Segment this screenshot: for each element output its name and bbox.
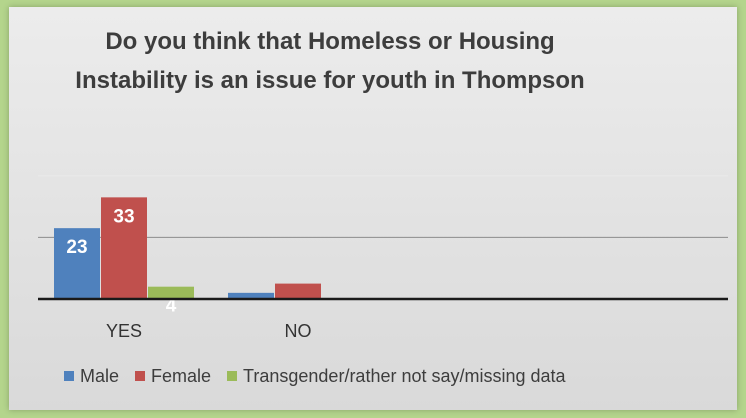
bar-no-male — [228, 292, 274, 299]
legend-swatch — [227, 371, 238, 381]
bar-yes-female — [101, 197, 147, 299]
legend-label: Transgender/rather not say/missing data — [243, 365, 566, 386]
legend-item: Transgender/rather not say/missing data — [227, 366, 566, 387]
bar-no-female — [275, 283, 321, 299]
legend-item: Male — [64, 366, 119, 387]
data-label: 23 — [66, 237, 87, 258]
bar-yes-transgender — [148, 286, 194, 299]
legend-item: Female — [135, 366, 211, 387]
legend-label: Female — [151, 365, 212, 386]
category-label-no: NO — [285, 321, 312, 341]
legend-swatch — [64, 371, 74, 381]
bar-yes-male — [54, 228, 100, 299]
chart-title: Do you think that Homeless or Housing In… — [75, 28, 585, 94]
chart-legend: Male Female Transgender/rather not say/mis… — [64, 364, 566, 388]
category-label-yes: YES — [106, 321, 142, 341]
data-label: 33 — [113, 206, 134, 227]
legend-label: Male — [80, 365, 120, 386]
legend-swatch — [135, 371, 146, 381]
data-label: 4 — [166, 296, 177, 317]
